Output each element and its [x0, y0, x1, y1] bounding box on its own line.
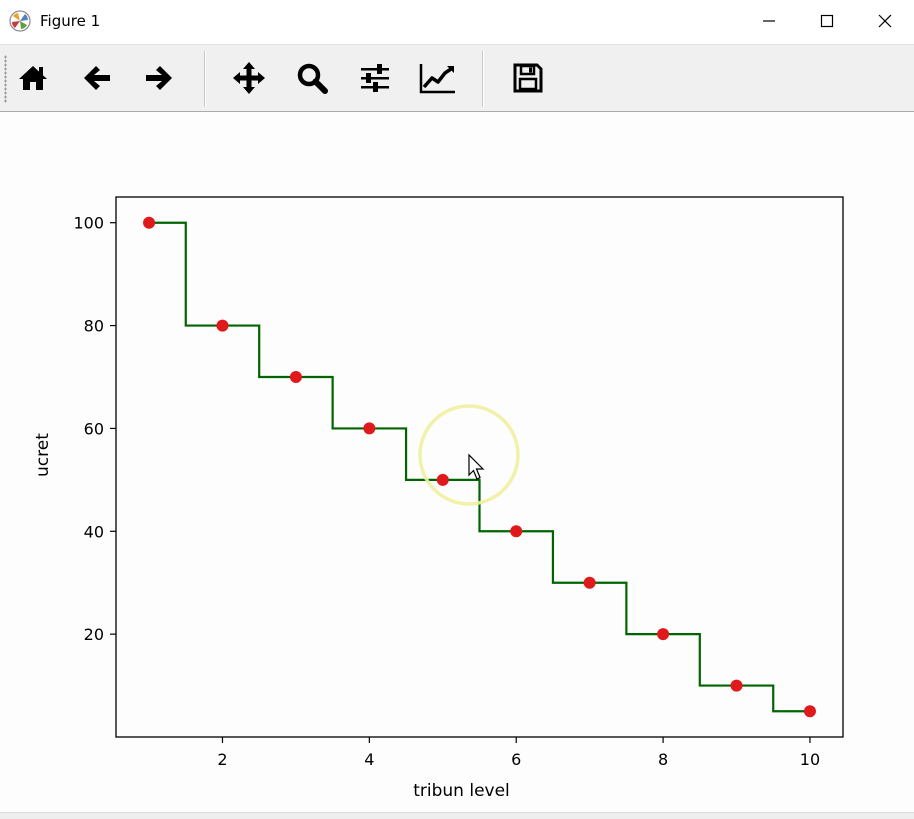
y-tick-label: 40 [84, 522, 104, 541]
maximize-icon [820, 14, 834, 28]
toolbar-separator [204, 51, 206, 107]
sliders-icon [361, 64, 389, 92]
floppy-disk-icon [513, 63, 543, 93]
window-title: Figure 1 [40, 12, 101, 30]
step-line [149, 221, 810, 713]
arrow-right-icon [146, 66, 172, 90]
y-tick-label: 80 [84, 317, 104, 336]
data-point[interactable] [363, 422, 376, 435]
arrow-left-icon [84, 66, 110, 90]
minimize-icon [763, 20, 775, 22]
title-bar: Figure 1 [0, 0, 914, 42]
data-point[interactable] [510, 525, 523, 538]
y-tick-label: 60 [84, 419, 104, 438]
minimize-button[interactable] [740, 0, 798, 42]
x-tick-label: 2 [217, 750, 227, 769]
data-point[interactable] [583, 576, 596, 589]
data-point[interactable] [803, 705, 816, 718]
matplotlib-app-icon [9, 10, 31, 32]
data-point[interactable] [657, 628, 670, 641]
window-controls [740, 0, 914, 42]
data-point[interactable] [436, 473, 449, 486]
toolbar-separator [482, 51, 484, 107]
data-point[interactable] [730, 679, 743, 692]
data-point[interactable] [216, 319, 229, 332]
pan-button[interactable] [230, 59, 268, 97]
home-icon [19, 66, 47, 90]
close-button[interactable] [856, 0, 914, 42]
subplots-button[interactable] [356, 59, 394, 97]
close-icon [878, 14, 892, 28]
y-tick-label: 100 [73, 214, 104, 233]
y-tick-label: 20 [84, 625, 104, 644]
back-button[interactable] [78, 59, 116, 97]
data-point[interactable] [143, 216, 156, 229]
line-chart-icon [419, 64, 455, 94]
y-axis-label: ucret [33, 433, 53, 477]
status-bar [0, 812, 914, 819]
x-tick-label: 10 [800, 750, 820, 769]
figure-canvas[interactable]: 2 4 6 8 10 20 40 60 80 100 tribun level ucret [0, 113, 914, 815]
forward-button[interactable] [140, 59, 178, 97]
navigation-toolbar [0, 44, 914, 112]
cursor-highlight-ring [418, 404, 520, 506]
magnifier-icon [297, 63, 328, 94]
save-button[interactable] [509, 59, 547, 97]
x-tick-label: 8 [658, 750, 668, 769]
home-button[interactable] [14, 59, 52, 97]
move-arrows-icon [233, 62, 265, 94]
zoom-button[interactable] [293, 59, 331, 97]
x-tick-label: 6 [511, 750, 521, 769]
toolbar-grip[interactable] [4, 55, 7, 103]
maximize-button[interactable] [798, 0, 856, 42]
x-tick-label: 4 [364, 750, 374, 769]
data-point[interactable] [289, 371, 302, 383]
axes-frame [115, 196, 844, 738]
mouse-cursor-icon [468, 453, 485, 480]
edit-axes-button[interactable] [419, 59, 457, 97]
x-axis-label: tribun level [413, 781, 510, 801]
chart[interactable]: 2 4 6 8 10 20 40 60 80 100 tribun level ucret [0, 113, 914, 815]
